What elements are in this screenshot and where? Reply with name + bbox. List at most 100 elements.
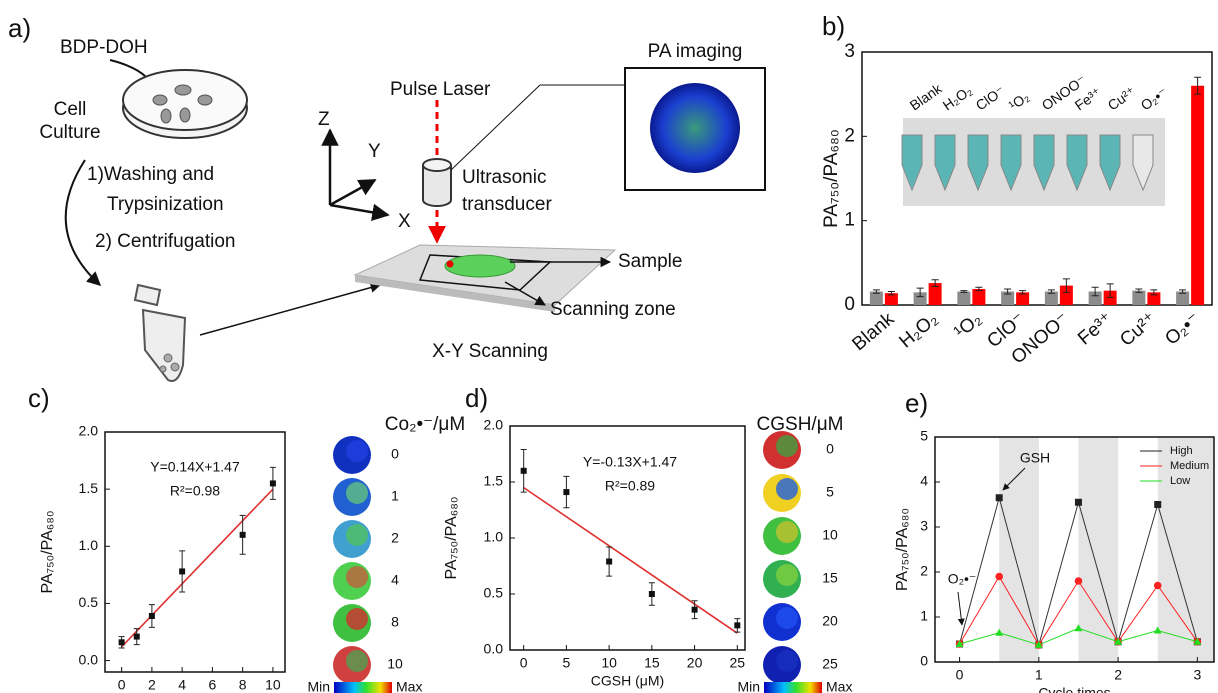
x-tick-label: 5 (563, 655, 571, 671)
sample (445, 255, 515, 277)
point (649, 591, 655, 597)
panel-label: d) (465, 383, 488, 413)
colorbar (334, 682, 392, 693)
legend-label: Low (1170, 475, 1190, 487)
inset-label: Blank (907, 80, 946, 114)
pa-image (650, 83, 740, 173)
label: Trypsinization (107, 194, 224, 215)
inset-label: H₂O₂ (940, 82, 975, 113)
x-tick-label: 2 (1114, 667, 1122, 683)
label: BDP-DOH (60, 37, 148, 58)
x-tick-label: Fe³⁺ (1074, 309, 1117, 350)
bar (1191, 86, 1204, 305)
level-label: 5 (826, 484, 834, 500)
level-label: 4 (391, 572, 399, 588)
y-tick-label: 3 (920, 518, 928, 534)
x-tick-label: 20 (687, 655, 703, 671)
x-tick-label: 0 (118, 677, 126, 693)
shaded-span (1078, 437, 1118, 662)
x-tick-label: 10 (265, 677, 281, 693)
point (134, 634, 140, 640)
arrow (200, 285, 380, 335)
fit-line (122, 489, 273, 647)
bar (957, 292, 970, 305)
x-tick-label: Blank (848, 308, 898, 355)
label: 2) Centrifugation (95, 231, 235, 252)
equation: Y=0.14X+1.47 (150, 459, 240, 475)
x-tick-label: 6 (208, 677, 216, 693)
label: Culture (39, 122, 100, 143)
y-tick-label: 1.0 (79, 537, 99, 553)
r-squared: R²=0.98 (170, 483, 220, 499)
y-tick-label: 3 (844, 41, 855, 62)
map-image (776, 650, 798, 672)
level-label: 20 (822, 613, 838, 629)
map-image (346, 608, 368, 630)
point (692, 607, 698, 613)
marker (996, 494, 1003, 501)
level-label: 10 (387, 656, 403, 672)
x-tick-label: 15 (644, 655, 660, 671)
y-tick-label: 0.0 (79, 651, 99, 667)
laser-spot (447, 261, 454, 268)
colorbar-min: Min (307, 679, 330, 693)
map-image (776, 521, 798, 543)
colorbar-title: Co₂•⁻/μM (385, 414, 465, 435)
fit-line (524, 488, 738, 634)
map-image (776, 478, 798, 500)
label: Sample (618, 251, 682, 272)
level-label: 25 (822, 656, 838, 672)
y-tick-label: 1.5 (484, 473, 504, 489)
shaded-span (999, 437, 1039, 662)
figure: a) BDP-DOH Cell Culture 1)Washing and Tr… (0, 0, 1218, 693)
y-tick-label: 4 (920, 473, 928, 489)
y-tick-label: 0.0 (484, 641, 504, 657)
y-tick-label: 5 (920, 428, 928, 444)
level-label: 1 (391, 488, 399, 504)
y-tick-label: 2.0 (484, 417, 504, 433)
x-tick-label: 0 (956, 667, 964, 683)
level-label: 2 (391, 530, 399, 546)
map-image (776, 435, 798, 457)
point (521, 468, 527, 474)
level-label: 15 (822, 570, 838, 586)
x-tick-label: 1 (1035, 667, 1043, 683)
x-tick-label: O₂•⁻ (1161, 309, 1204, 350)
panel-label: a) (8, 13, 31, 43)
marker (1154, 582, 1162, 590)
label: PA imaging (648, 41, 743, 62)
annotation: O₂•⁻ (948, 571, 977, 587)
y-tick-label: 1 (844, 210, 855, 231)
x-tick-label: 10 (601, 655, 617, 671)
level-label: 10 (822, 527, 838, 543)
y-tick-label: 2.0 (79, 423, 99, 439)
x-tick-label: H₂O₂ (895, 309, 942, 353)
point (149, 613, 155, 619)
panel-a: a) BDP-DOH Cell Culture 1)Washing and Tr… (8, 13, 765, 381)
point (606, 559, 612, 565)
label: 1)Washing and (87, 164, 214, 185)
label: Scanning zone (550, 299, 676, 320)
x-axis-label: Cycle times (1038, 685, 1110, 693)
map-image (346, 566, 368, 588)
annotation-arrow (958, 592, 962, 625)
label: X-Y Scanning (432, 341, 548, 362)
colorbar-min: Min (737, 679, 760, 693)
inset-label: O₂•⁻ (1138, 84, 1171, 114)
x-tick-label: ¹O₂ (950, 309, 985, 343)
marker (995, 573, 1003, 581)
transducer (423, 159, 451, 171)
y-tick-label: 2 (844, 125, 855, 146)
map-image (346, 524, 368, 546)
inset-label: ¹O₂ (1006, 88, 1032, 113)
label: Pulse Laser (390, 79, 491, 100)
map-image (346, 482, 368, 504)
label: transducer (462, 194, 552, 215)
x-tick-label: 4 (178, 677, 186, 693)
marker (1075, 577, 1083, 585)
y-tick-label: 1.0 (484, 529, 504, 545)
map-image (776, 607, 798, 629)
y-axis-label: PA₇₅₀/PA₆₈₀ (821, 129, 842, 228)
y-axis-label: PA₇₅₀/PA₆₈₀ (894, 508, 911, 591)
label: Y (368, 141, 381, 162)
